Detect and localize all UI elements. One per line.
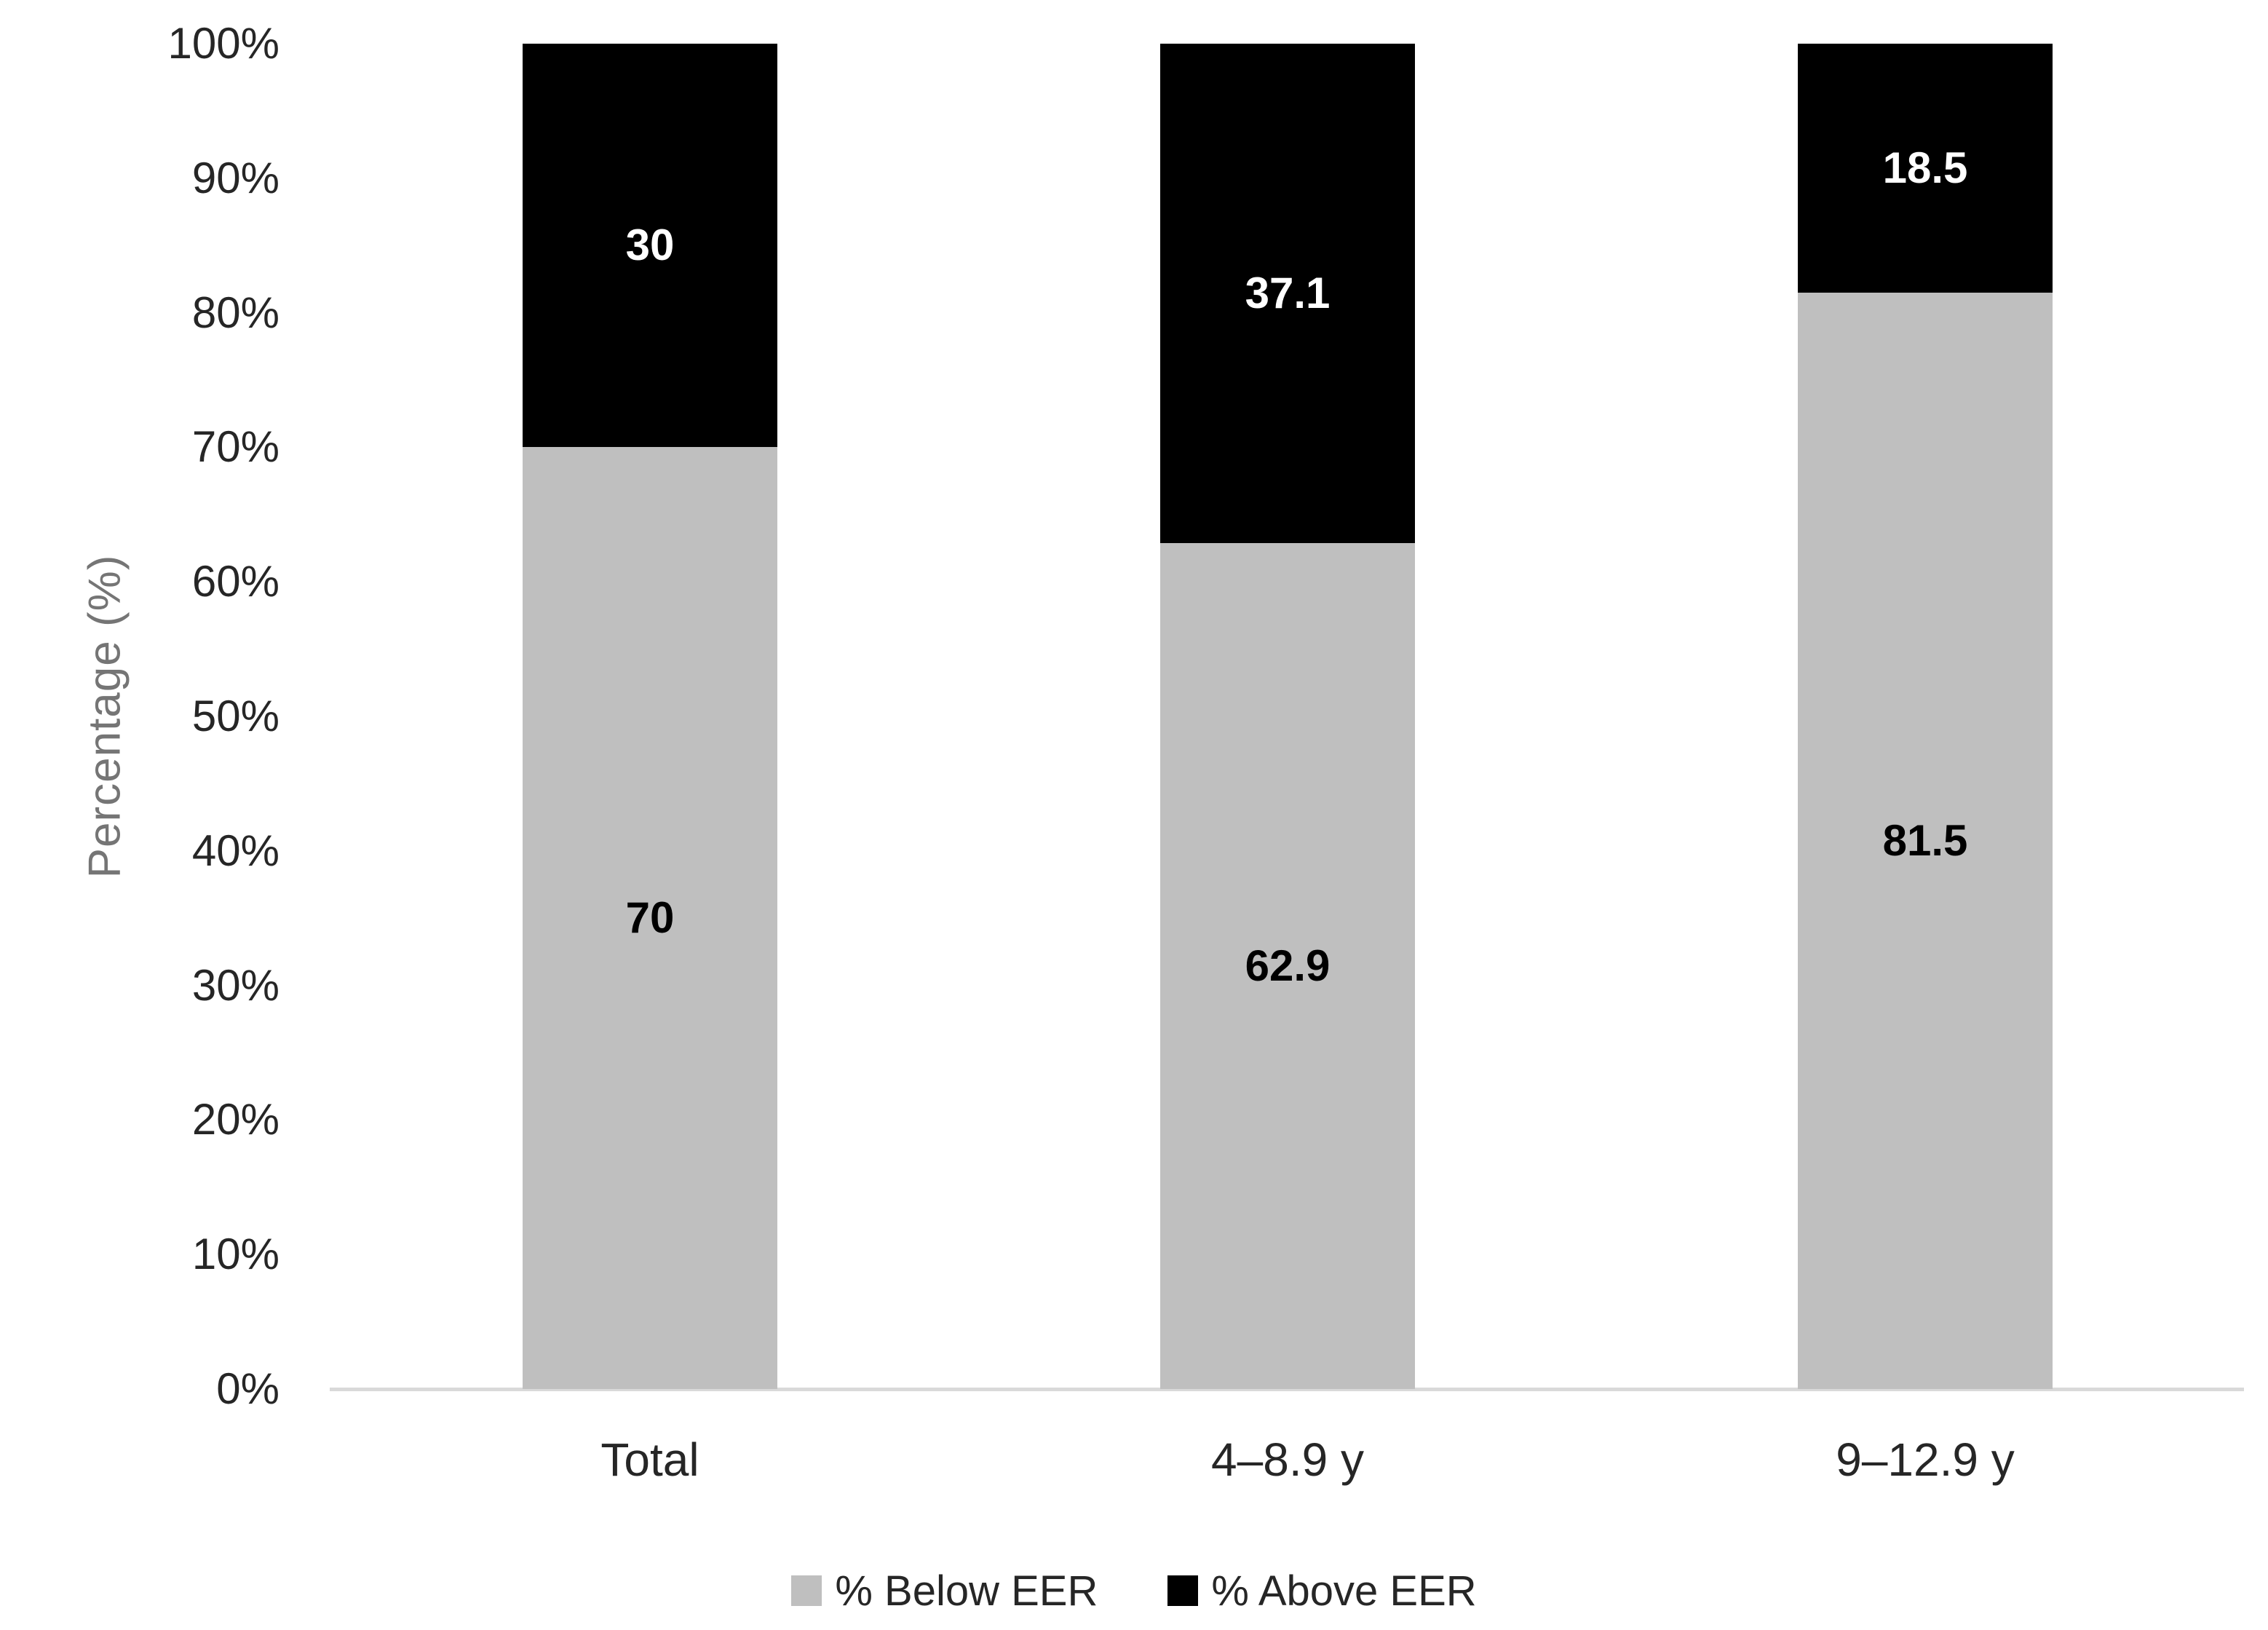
y-axis-tick-label: 50% — [191, 692, 279, 740]
legend-item: % Below EER — [791, 1567, 1098, 1615]
y-axis-tick-label: 40% — [191, 826, 279, 875]
legend: % Below EER % Above EER — [0, 1558, 2268, 1623]
y-axis-tick-label: 60% — [191, 557, 279, 606]
y-axis-tick-label: 20% — [191, 1095, 279, 1144]
data-label: 30 — [625, 221, 675, 270]
legend-swatch — [1167, 1575, 1199, 1606]
bar-segment-above-eer — [523, 44, 777, 448]
y-axis-tick-label: 70% — [191, 422, 279, 472]
y-axis-tick-label: 100% — [167, 19, 279, 68]
bar-segment-below-eer — [523, 447, 777, 1389]
legend-label: % Above EER — [1211, 1567, 1477, 1615]
data-label: 70 — [625, 893, 675, 943]
x-axis-line — [330, 1388, 2244, 1391]
data-label: 62.9 — [1245, 941, 1331, 990]
x-axis-category-label: 9–12.9 y — [1836, 1433, 2015, 1486]
y-axis-tick-label: 0% — [216, 1364, 279, 1413]
bar-segment-above-eer — [1160, 44, 1415, 543]
bar-segment-below-eer — [1798, 292, 2053, 1389]
legend-label: % Below EER — [835, 1567, 1098, 1615]
bar-segment-below-eer — [1160, 542, 1415, 1389]
x-axis-category-label: 4–8.9 y — [1211, 1433, 1364, 1486]
x-axis-category-label: Total — [600, 1433, 699, 1486]
y-axis-tick-label: 10% — [191, 1230, 279, 1279]
y-axis-tick-label: 30% — [191, 960, 279, 1010]
legend-swatch — [791, 1575, 822, 1606]
bar-segment-above-eer — [1798, 44, 2053, 293]
legend-item: % Above EER — [1167, 1567, 1477, 1615]
y-axis-tick-label: 90% — [191, 153, 279, 202]
data-label: 81.5 — [1882, 815, 1968, 865]
data-label: 37.1 — [1245, 268, 1331, 317]
data-label: 18.5 — [1882, 143, 1968, 192]
y-axis-tick-label: 80% — [191, 288, 279, 337]
